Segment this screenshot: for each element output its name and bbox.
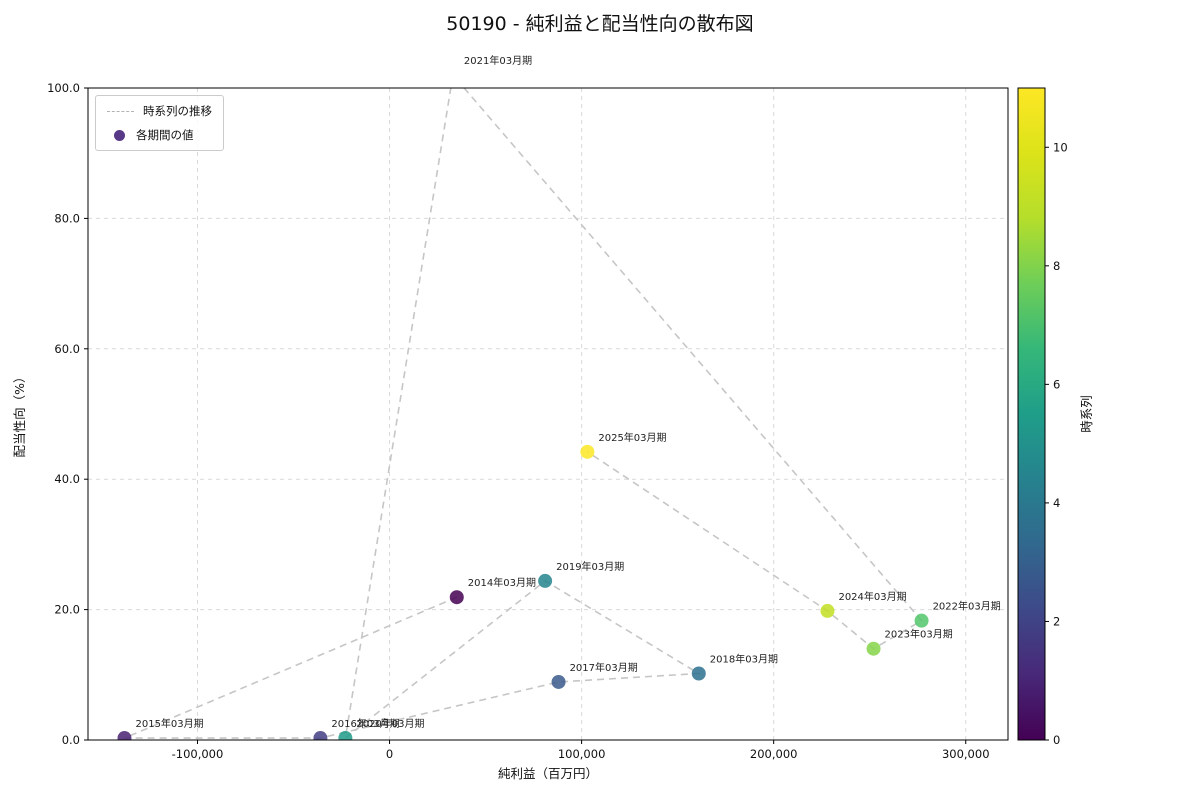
x-axis-label: 純利益（百万円） xyxy=(498,766,598,781)
point-annotation: 2017年03月期 xyxy=(570,661,638,674)
legend-item-line: 時系列の推移 xyxy=(107,103,212,119)
point-annotation: 2025年03月期 xyxy=(598,431,666,444)
point-annotation: 2015年03月期 xyxy=(135,717,203,730)
y-tick-label: 100.0 xyxy=(47,81,80,95)
y-tick-label: 40.0 xyxy=(54,472,80,486)
colorbar-layer: 0 2 4 6 8 10 xyxy=(1017,87,1068,747)
legend-line-label: 時系列の推移 xyxy=(143,104,212,118)
time-series-line xyxy=(124,88,923,740)
data-point xyxy=(313,731,328,740)
data-point xyxy=(446,68,460,82)
x-tick-label: -100,000 xyxy=(172,747,224,761)
x-tick-label: 0 xyxy=(386,747,393,761)
x-tick-label: 200,000 xyxy=(750,747,798,761)
y-tick-label: 0.0 xyxy=(62,733,80,747)
time-series-line-layer xyxy=(124,88,923,740)
grid-layer xyxy=(88,87,1008,741)
data-point xyxy=(691,666,706,681)
annotations-layer: 2014年03月期 2015年03月期 2016年03月期 2017年03月期 2018… xyxy=(135,54,1000,730)
point-annotation: 2018年03月期 xyxy=(710,652,778,665)
y-tick-label: 20.0 xyxy=(54,603,80,617)
data-point xyxy=(820,603,835,618)
plot-frame xyxy=(87,87,1009,741)
data-point xyxy=(538,573,553,588)
colorbar-tick-label: 2 xyxy=(1053,614,1060,628)
data-point xyxy=(914,613,929,628)
y-axis-label: 配当性向（%） xyxy=(12,371,27,458)
point-annotation: 2023年03月期 xyxy=(885,628,953,641)
point-marker-icon xyxy=(114,129,125,141)
colorbar-tick-label: 0 xyxy=(1053,733,1060,747)
colorbar-tick-label: 6 xyxy=(1053,377,1060,391)
x-tick-label: 100,000 xyxy=(558,747,606,761)
colorbar xyxy=(1017,87,1046,741)
data-point xyxy=(117,731,132,740)
legend-point-label: 各期間の値 xyxy=(136,128,194,142)
frame-layer xyxy=(87,87,1009,741)
y-tick-label: 80.0 xyxy=(54,211,80,225)
point-annotation: 2022年03月期 xyxy=(933,600,1001,613)
legend-item-point: 各期間の値 xyxy=(107,127,212,143)
point-annotation: 2021年03月期 xyxy=(464,54,532,67)
data-point xyxy=(580,444,595,459)
colorbar-tick-label: 8 xyxy=(1053,259,1060,273)
ticks-layer: -100,000 0 100,000 200,000 300,000 0.0 20.0 40.… xyxy=(47,81,989,761)
chart-title: 50190 - 純利益と配当性向の散布図 xyxy=(446,13,753,35)
data-point xyxy=(449,590,464,605)
x-tick-label: 300,000 xyxy=(942,747,990,761)
point-annotation: 2024年03月期 xyxy=(838,590,906,603)
data-point xyxy=(551,674,566,689)
colorbar-label: 時系列 xyxy=(1079,395,1094,433)
point-annotation: 2016年03月期 xyxy=(331,717,399,730)
legend: 時系列の推移 各期間の値 xyxy=(95,95,224,151)
dashed-line-icon xyxy=(107,110,134,112)
data-point xyxy=(866,641,881,656)
point-annotation: 2020年03月期 xyxy=(356,717,424,730)
colorbar-tick-label: 4 xyxy=(1053,496,1060,510)
colorbar-tick-label: 10 xyxy=(1053,140,1068,154)
data-point xyxy=(338,731,353,740)
y-tick-label: 60.0 xyxy=(54,342,80,356)
point-annotation: 2014年03月期 xyxy=(468,576,536,589)
points-layer xyxy=(117,68,929,740)
point-annotation: 2019年03月期 xyxy=(556,560,624,573)
